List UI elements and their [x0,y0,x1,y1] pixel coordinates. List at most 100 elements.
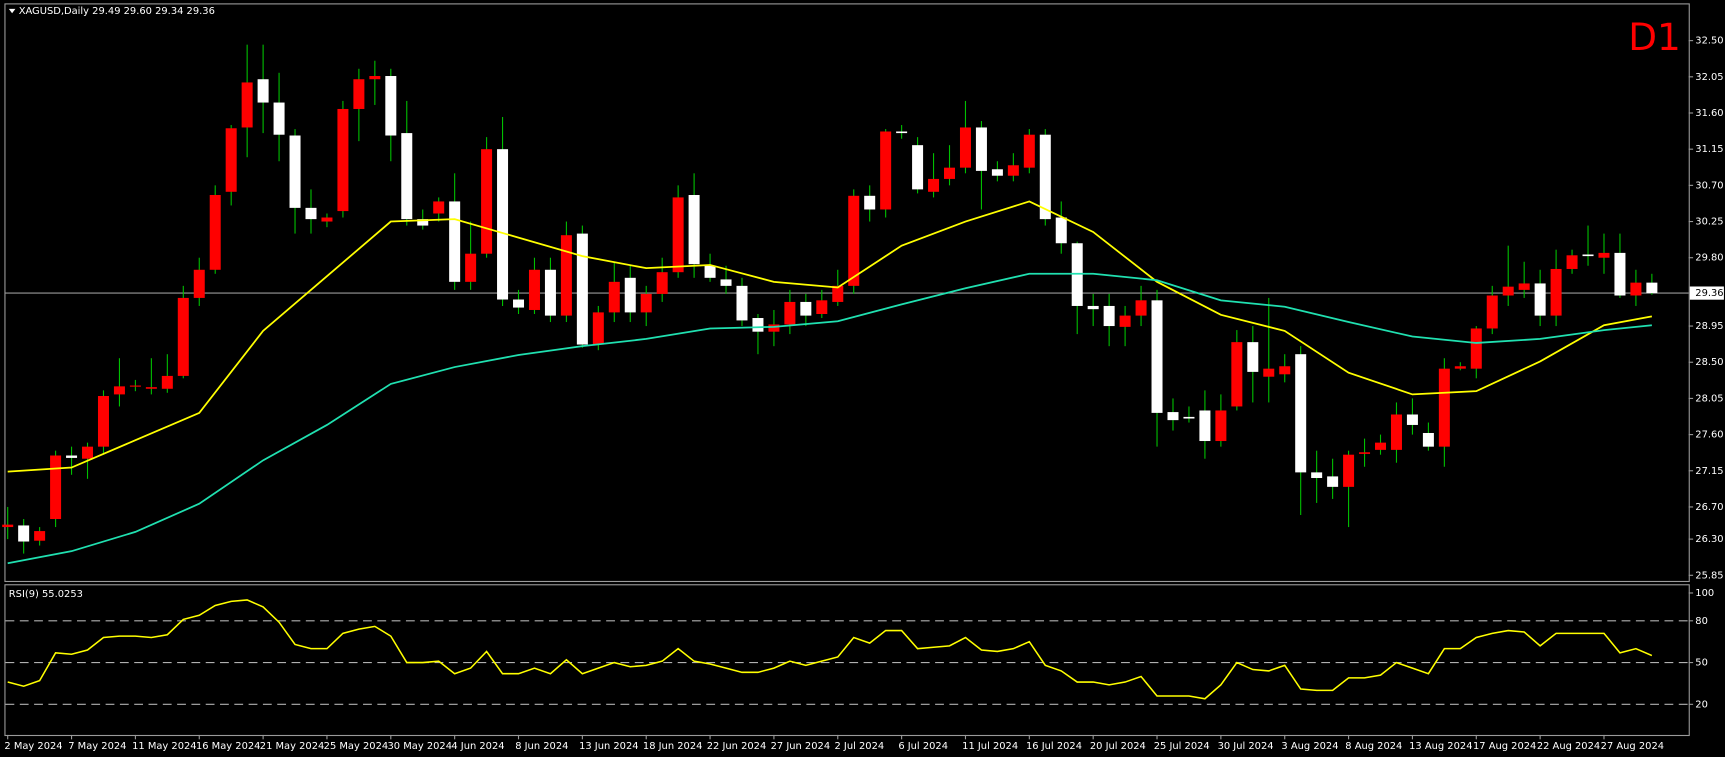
y-tick-label: 31.15 [1695,144,1723,155]
candle-body [864,195,876,210]
x-tick-label: 20 Jul 2024 [1090,741,1146,752]
x-tick-label: 8 Jun 2024 [515,741,568,752]
y-tick-label: 26.70 [1695,502,1723,513]
candle-body [113,386,125,395]
candle-body [672,197,684,273]
rsi-tick-label: 20 [1695,699,1708,710]
candle-body [305,207,317,220]
candle-body [1263,368,1275,377]
candle-body [385,76,397,136]
last-price-label: 29.36 [1695,288,1723,299]
y-tick-label: 30.25 [1695,217,1723,228]
candle-body [1327,476,1339,487]
candle-body [720,279,732,286]
rsi-tick-label: 50 [1695,658,1708,669]
candle-body [1359,452,1371,454]
candle-body [959,127,971,168]
candle-body [97,396,109,447]
chart-title: XAGUSD,Daily 29.49 29.60 29.34 29.36 [19,6,215,17]
candle-body [1566,255,1578,269]
candle-body [1438,368,1450,447]
candle-body [225,128,237,192]
candle-body [1614,252,1626,296]
candle-body [1247,342,1259,372]
candle-body [848,195,860,286]
rsi-line [7,599,1653,700]
candle-body [832,285,844,302]
y-tick-label: 32.05 [1695,72,1723,83]
candle-body [991,169,1003,176]
y-tick-label: 27.15 [1695,466,1723,477]
x-tick-label: 8 Aug 2024 [1345,741,1402,752]
candle-body [704,265,716,278]
candle-body [1103,305,1115,327]
plot-layer: 32.50 32.05 31.60 31.15 30.70 30.25 29.80 28.95… [2,36,1724,752]
candle-body [1039,134,1051,220]
candle-body [1215,410,1227,442]
candle-body [433,201,445,214]
candle-body [1375,442,1387,450]
x-tick-label: 17 Aug 2024 [1473,741,1536,752]
candle-body [513,299,525,308]
candle-body [481,149,493,254]
x-tick-label: 2 Jul 2024 [834,741,884,752]
candle-body [688,195,700,265]
candle-body [912,145,924,190]
x-tick-label: 30 Jul 2024 [1218,741,1274,752]
candle-body [417,219,429,226]
candle-body [1199,410,1211,442]
candle-body [1422,432,1434,447]
moving-average-line [7,272,1652,565]
y-tick-label: 30.70 [1695,180,1723,191]
candle-body [1598,252,1610,258]
candle-body [576,233,588,345]
candle-body [145,387,157,389]
candle-body [608,281,620,313]
candle-body [18,525,30,542]
candle-body [1486,295,1498,329]
candle-body [1582,254,1594,257]
candle-body [880,131,892,210]
candle-body [321,217,333,222]
candle-body [1454,366,1466,369]
candle-body [1343,454,1355,487]
candle-body [1311,472,1323,479]
candle-body [1167,412,1179,421]
y-tick-label: 31.60 [1695,108,1723,119]
x-tick-label: 13 Aug 2024 [1409,741,1472,752]
candle-body [928,178,940,192]
candle-body [800,301,812,316]
candle-body [640,293,652,313]
rsi-tick-label: 80 [1695,616,1708,627]
x-tick-label: 11 Jul 2024 [962,741,1018,752]
candle-body [66,455,78,458]
candle-body [528,269,540,310]
candle-body [1534,283,1546,316]
y-tick-label: 28.50 [1695,357,1723,368]
y-tick-label: 25.85 [1695,570,1723,581]
y-tick-label: 28.05 [1695,393,1723,404]
candle-body [161,375,173,389]
candle-body [896,131,908,134]
x-tick-label: 30 May 2024 [388,741,453,752]
x-tick-label: 22 Aug 2024 [1537,741,1600,752]
candle-body [1646,282,1658,294]
candle-body [1502,286,1514,296]
candle-body [129,385,141,387]
x-tick-label: 18 Jun 2024 [643,741,703,752]
candle-body [177,297,189,376]
candle-body [465,253,477,282]
x-tick-label: 13 Jun 2024 [579,741,639,752]
menu-arrow [8,8,16,14]
candle-body [401,133,413,220]
x-tick-label: 21 May 2024 [260,741,325,752]
candle-body [449,201,461,282]
candle-body [82,446,94,459]
timeframe-label: D1 [1628,15,1681,59]
candle-body [273,102,285,135]
x-tick-label: 4 Jun 2024 [451,741,504,752]
candle-body [289,135,301,208]
candle-body [1518,283,1530,290]
